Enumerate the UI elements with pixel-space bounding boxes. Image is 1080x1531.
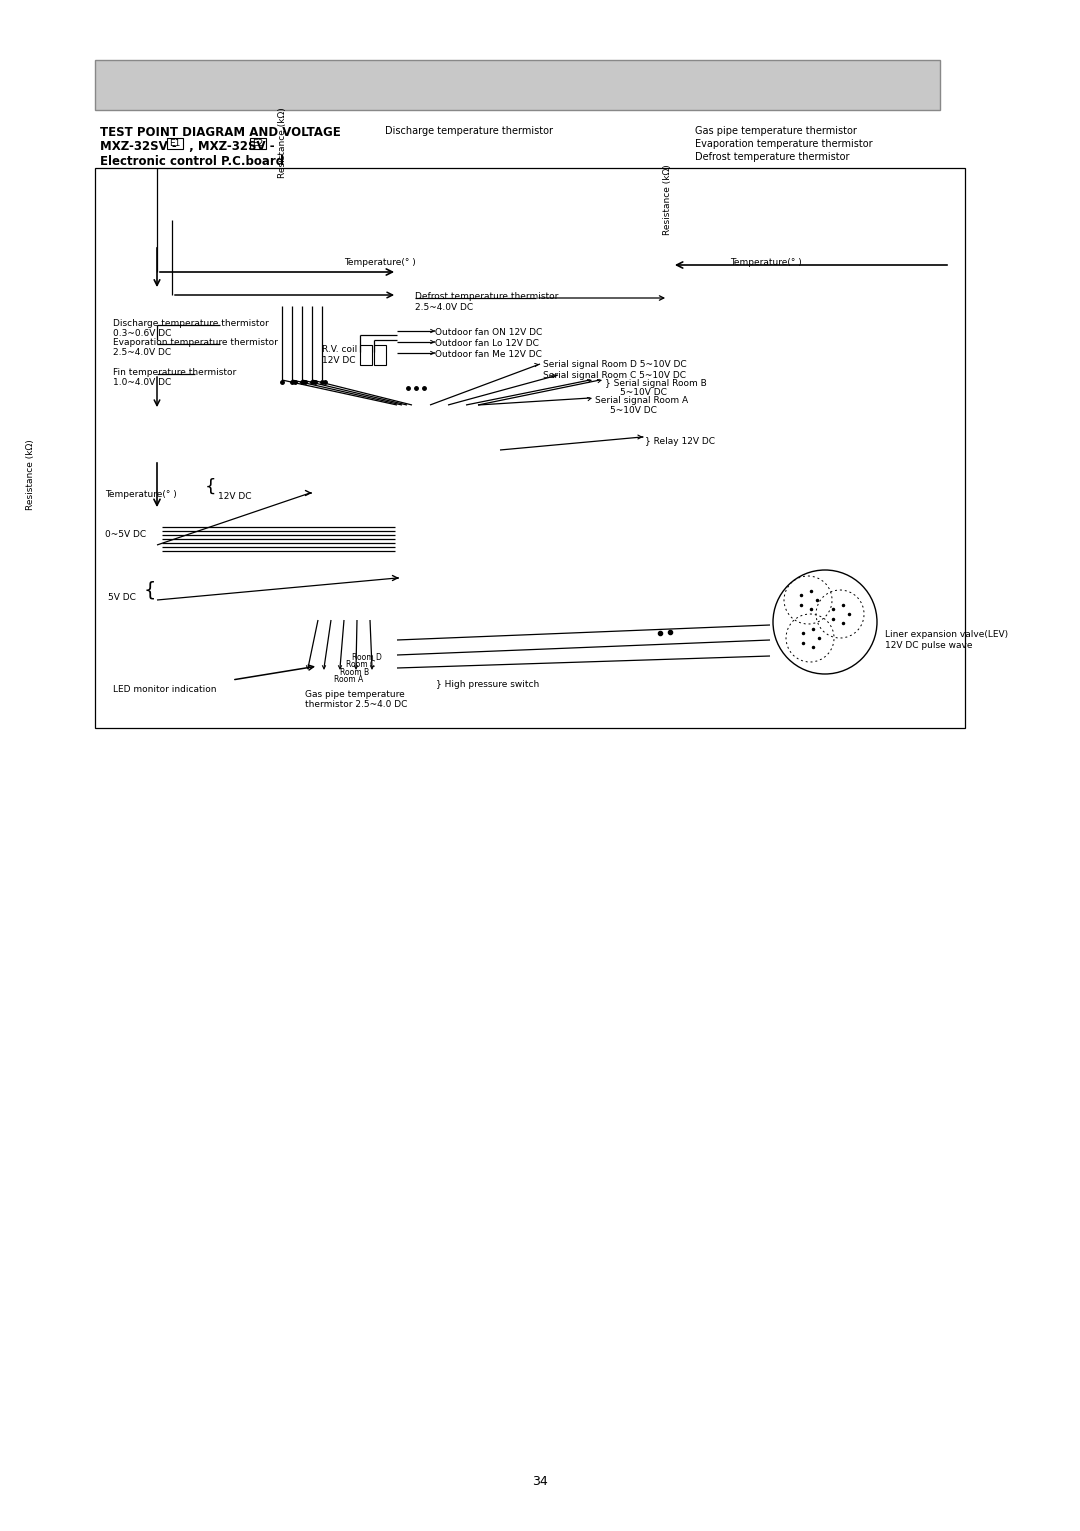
- Text: Gas pipe temperature thermistor: Gas pipe temperature thermistor: [696, 126, 856, 136]
- Text: 12V DC: 12V DC: [218, 491, 252, 501]
- Text: 2.5~4.0V DC: 2.5~4.0V DC: [113, 348, 171, 357]
- Text: Room A: Room A: [334, 675, 363, 684]
- Text: Outdoor fan ON 12V DC: Outdoor fan ON 12V DC: [435, 328, 542, 337]
- Text: } High pressure switch: } High pressure switch: [436, 680, 539, 689]
- Text: Resistance (kΩ): Resistance (kΩ): [663, 164, 672, 234]
- Text: 0.3~0.6V DC: 0.3~0.6V DC: [113, 329, 172, 338]
- Text: Evaporation temperature thermistor: Evaporation temperature thermistor: [696, 139, 873, 149]
- Text: TEST POINT DIAGRAM AND VOLTAGE: TEST POINT DIAGRAM AND VOLTAGE: [100, 126, 341, 139]
- Text: {: {: [205, 478, 216, 496]
- Text: Room D: Room D: [352, 654, 382, 661]
- Text: Defrost temperature thermistor: Defrost temperature thermistor: [415, 292, 558, 302]
- Text: 34: 34: [532, 1474, 548, 1488]
- Text: Discharge temperature thermistor: Discharge temperature thermistor: [113, 318, 269, 328]
- Text: R.V. coil: R.V. coil: [322, 344, 357, 354]
- Text: Fin temperature thermistor: Fin temperature thermistor: [113, 367, 237, 377]
- Text: 5~10V DC: 5~10V DC: [610, 406, 657, 415]
- Bar: [95, 60, 940, 110]
- Text: Electronic control P.C.board: Electronic control P.C.board: [100, 155, 284, 168]
- Text: 5~10V DC: 5~10V DC: [620, 387, 666, 397]
- Text: Serial signal Room A: Serial signal Room A: [595, 397, 688, 406]
- Text: Outdoor fan Me 12V DC: Outdoor fan Me 12V DC: [435, 351, 542, 358]
- Text: {: {: [144, 580, 157, 600]
- Text: 5V DC: 5V DC: [108, 592, 136, 602]
- Bar: [167, 138, 183, 149]
- Text: Liner expansion valve(LEV): Liner expansion valve(LEV): [885, 629, 1008, 638]
- Text: Defrost temperature thermistor: Defrost temperature thermistor: [696, 152, 850, 162]
- Text: , MXZ-32SV -: , MXZ-32SV -: [185, 139, 279, 153]
- Text: } Serial signal Room B: } Serial signal Room B: [605, 380, 706, 387]
- Text: 12V DC pulse wave: 12V DC pulse wave: [885, 641, 972, 651]
- Text: MXZ-32SV -: MXZ-32SV -: [100, 139, 180, 153]
- Text: Temperature(° ): Temperature(° ): [105, 490, 177, 499]
- Text: Temperature(° ): Temperature(° ): [730, 259, 801, 266]
- Text: Room B: Room B: [340, 668, 369, 677]
- Text: 1.0~4.0V DC: 1.0~4.0V DC: [113, 378, 172, 387]
- Text: Gas pipe temperature: Gas pipe temperature: [305, 690, 405, 700]
- Text: E2: E2: [253, 139, 264, 149]
- Text: } Relay 12V DC: } Relay 12V DC: [645, 436, 715, 446]
- Text: 12V DC: 12V DC: [322, 357, 355, 364]
- Text: E1: E1: [170, 139, 180, 149]
- Bar: [374, 344, 386, 364]
- Text: 2.5~4.0V DC: 2.5~4.0V DC: [415, 303, 473, 312]
- Text: Serial signal Room C 5~10V DC: Serial signal Room C 5~10V DC: [543, 371, 686, 380]
- Text: Discharge temperature thermistor: Discharge temperature thermistor: [384, 126, 553, 136]
- Bar: [360, 344, 372, 364]
- Text: Serial signal Room D 5~10V DC: Serial signal Room D 5~10V DC: [543, 360, 687, 369]
- Text: Evaporation temperature thermistor: Evaporation temperature thermistor: [113, 338, 278, 348]
- Text: LED monitor indication: LED monitor indication: [113, 684, 216, 694]
- Text: thermistor 2.5~4.0 DC: thermistor 2.5~4.0 DC: [305, 700, 407, 709]
- Text: Temperature(° ): Temperature(° ): [345, 259, 416, 266]
- Text: Resistance (kΩ): Resistance (kΩ): [278, 107, 287, 178]
- Text: Outdoor fan Lo 12V DC: Outdoor fan Lo 12V DC: [435, 338, 539, 348]
- Bar: [249, 138, 266, 149]
- Text: 0~5V DC: 0~5V DC: [105, 530, 146, 539]
- Bar: [95, 168, 966, 729]
- Text: Resistance (kΩ): Resistance (kΩ): [26, 439, 35, 510]
- Text: Room C: Room C: [346, 660, 375, 669]
